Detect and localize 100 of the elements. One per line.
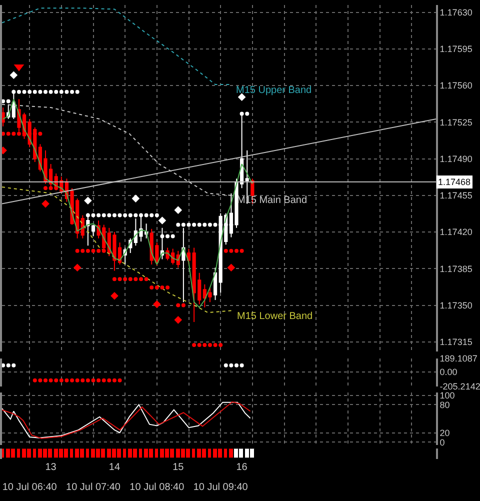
point	[186, 222, 191, 227]
point	[154, 286, 159, 290]
point	[28, 132, 32, 136]
point	[32, 132, 37, 136]
y-tick-label: 0.00	[440, 366, 458, 377]
point	[224, 222, 228, 227]
candlestick	[2, 107, 5, 127]
point	[22, 90, 26, 94]
point	[12, 132, 16, 136]
point	[192, 343, 196, 348]
point	[102, 213, 106, 218]
point	[240, 112, 244, 116]
y-tick-label: 1.17385	[440, 264, 472, 274]
y-tick-label: 1.17560	[440, 80, 472, 91]
point	[208, 343, 212, 348]
x-tick-label: 13	[45, 462, 57, 473]
point	[80, 248, 85, 253]
point	[123, 213, 128, 218]
point	[48, 186, 53, 190]
point	[213, 343, 218, 348]
point	[202, 222, 207, 227]
x2-tick-label: 10 Jul 08:40	[130, 482, 185, 493]
point	[118, 277, 122, 282]
point	[181, 303, 186, 308]
point	[144, 277, 148, 282]
point	[118, 213, 122, 218]
point	[112, 277, 116, 282]
point	[86, 248, 90, 253]
series-label: M15 Lower Band	[237, 311, 313, 322]
point	[91, 248, 96, 253]
point	[128, 277, 132, 282]
x2-tick-label: 10 Jul 06:40	[2, 482, 58, 493]
point	[54, 186, 58, 190]
point	[160, 286, 164, 290]
series-label: M15 Upper Band	[236, 85, 312, 96]
point	[96, 213, 101, 218]
y-tick-label: 1.17455	[440, 190, 472, 201]
point	[48, 90, 53, 94]
y-tick-label: 80	[440, 400, 450, 410]
point	[229, 248, 234, 253]
point	[134, 277, 138, 282]
point	[166, 286, 170, 290]
point	[234, 248, 239, 253]
point	[128, 213, 132, 218]
point	[134, 213, 138, 218]
point	[166, 234, 170, 238]
point	[75, 248, 80, 253]
y-tick-label: 1.17525	[440, 117, 472, 128]
point	[12, 90, 16, 94]
point	[86, 213, 90, 218]
point	[208, 222, 212, 227]
x-tick-label: 14	[108, 462, 120, 473]
y-tick-label: 1.17315	[440, 337, 472, 348]
point	[213, 222, 218, 227]
point	[176, 303, 180, 308]
point	[240, 248, 244, 253]
point	[70, 90, 74, 94]
y-tick-label: 1.17420	[440, 227, 472, 238]
point	[197, 343, 202, 348]
point	[160, 234, 164, 238]
point	[112, 213, 116, 218]
y-tick-label: 1.17350	[440, 300, 472, 310]
point	[32, 90, 37, 94]
point	[91, 213, 96, 218]
point	[176, 222, 180, 227]
point	[245, 112, 250, 116]
y-tick-label: 1.17490	[440, 154, 472, 164]
y-tick-label: 20	[440, 428, 450, 438]
point	[181, 222, 186, 227]
candlestick	[213, 267, 218, 301]
y-tick-label: 1.17630	[440, 7, 472, 18]
y-tick-label: -205.2142	[440, 382, 480, 392]
y-tick-label: 189.1087	[440, 353, 478, 364]
ref-line-label: 1.17468	[438, 177, 471, 187]
point	[107, 213, 112, 218]
point	[197, 222, 202, 227]
point	[6, 132, 10, 136]
point	[144, 213, 148, 218]
y-tick-label: 1.17595	[440, 44, 472, 54]
point	[102, 248, 106, 253]
point	[202, 343, 207, 348]
point	[38, 132, 42, 136]
point	[44, 90, 48, 94]
point	[139, 213, 144, 218]
point	[224, 248, 228, 253]
y-tick-label: 100	[440, 390, 455, 400]
x-tick-label: 15	[172, 462, 184, 473]
point	[218, 343, 223, 348]
x-tick-label: 16	[236, 462, 248, 473]
point	[123, 277, 128, 282]
point	[6, 99, 10, 104]
point	[96, 248, 101, 253]
point	[139, 277, 144, 282]
x2-tick-label: 10 Jul 09:40	[193, 482, 248, 493]
point	[150, 213, 154, 218]
x2-tick-label: 10 Jul 07:40	[66, 482, 121, 493]
point	[218, 222, 223, 227]
point	[28, 90, 32, 94]
point	[54, 90, 58, 94]
point	[192, 222, 196, 227]
